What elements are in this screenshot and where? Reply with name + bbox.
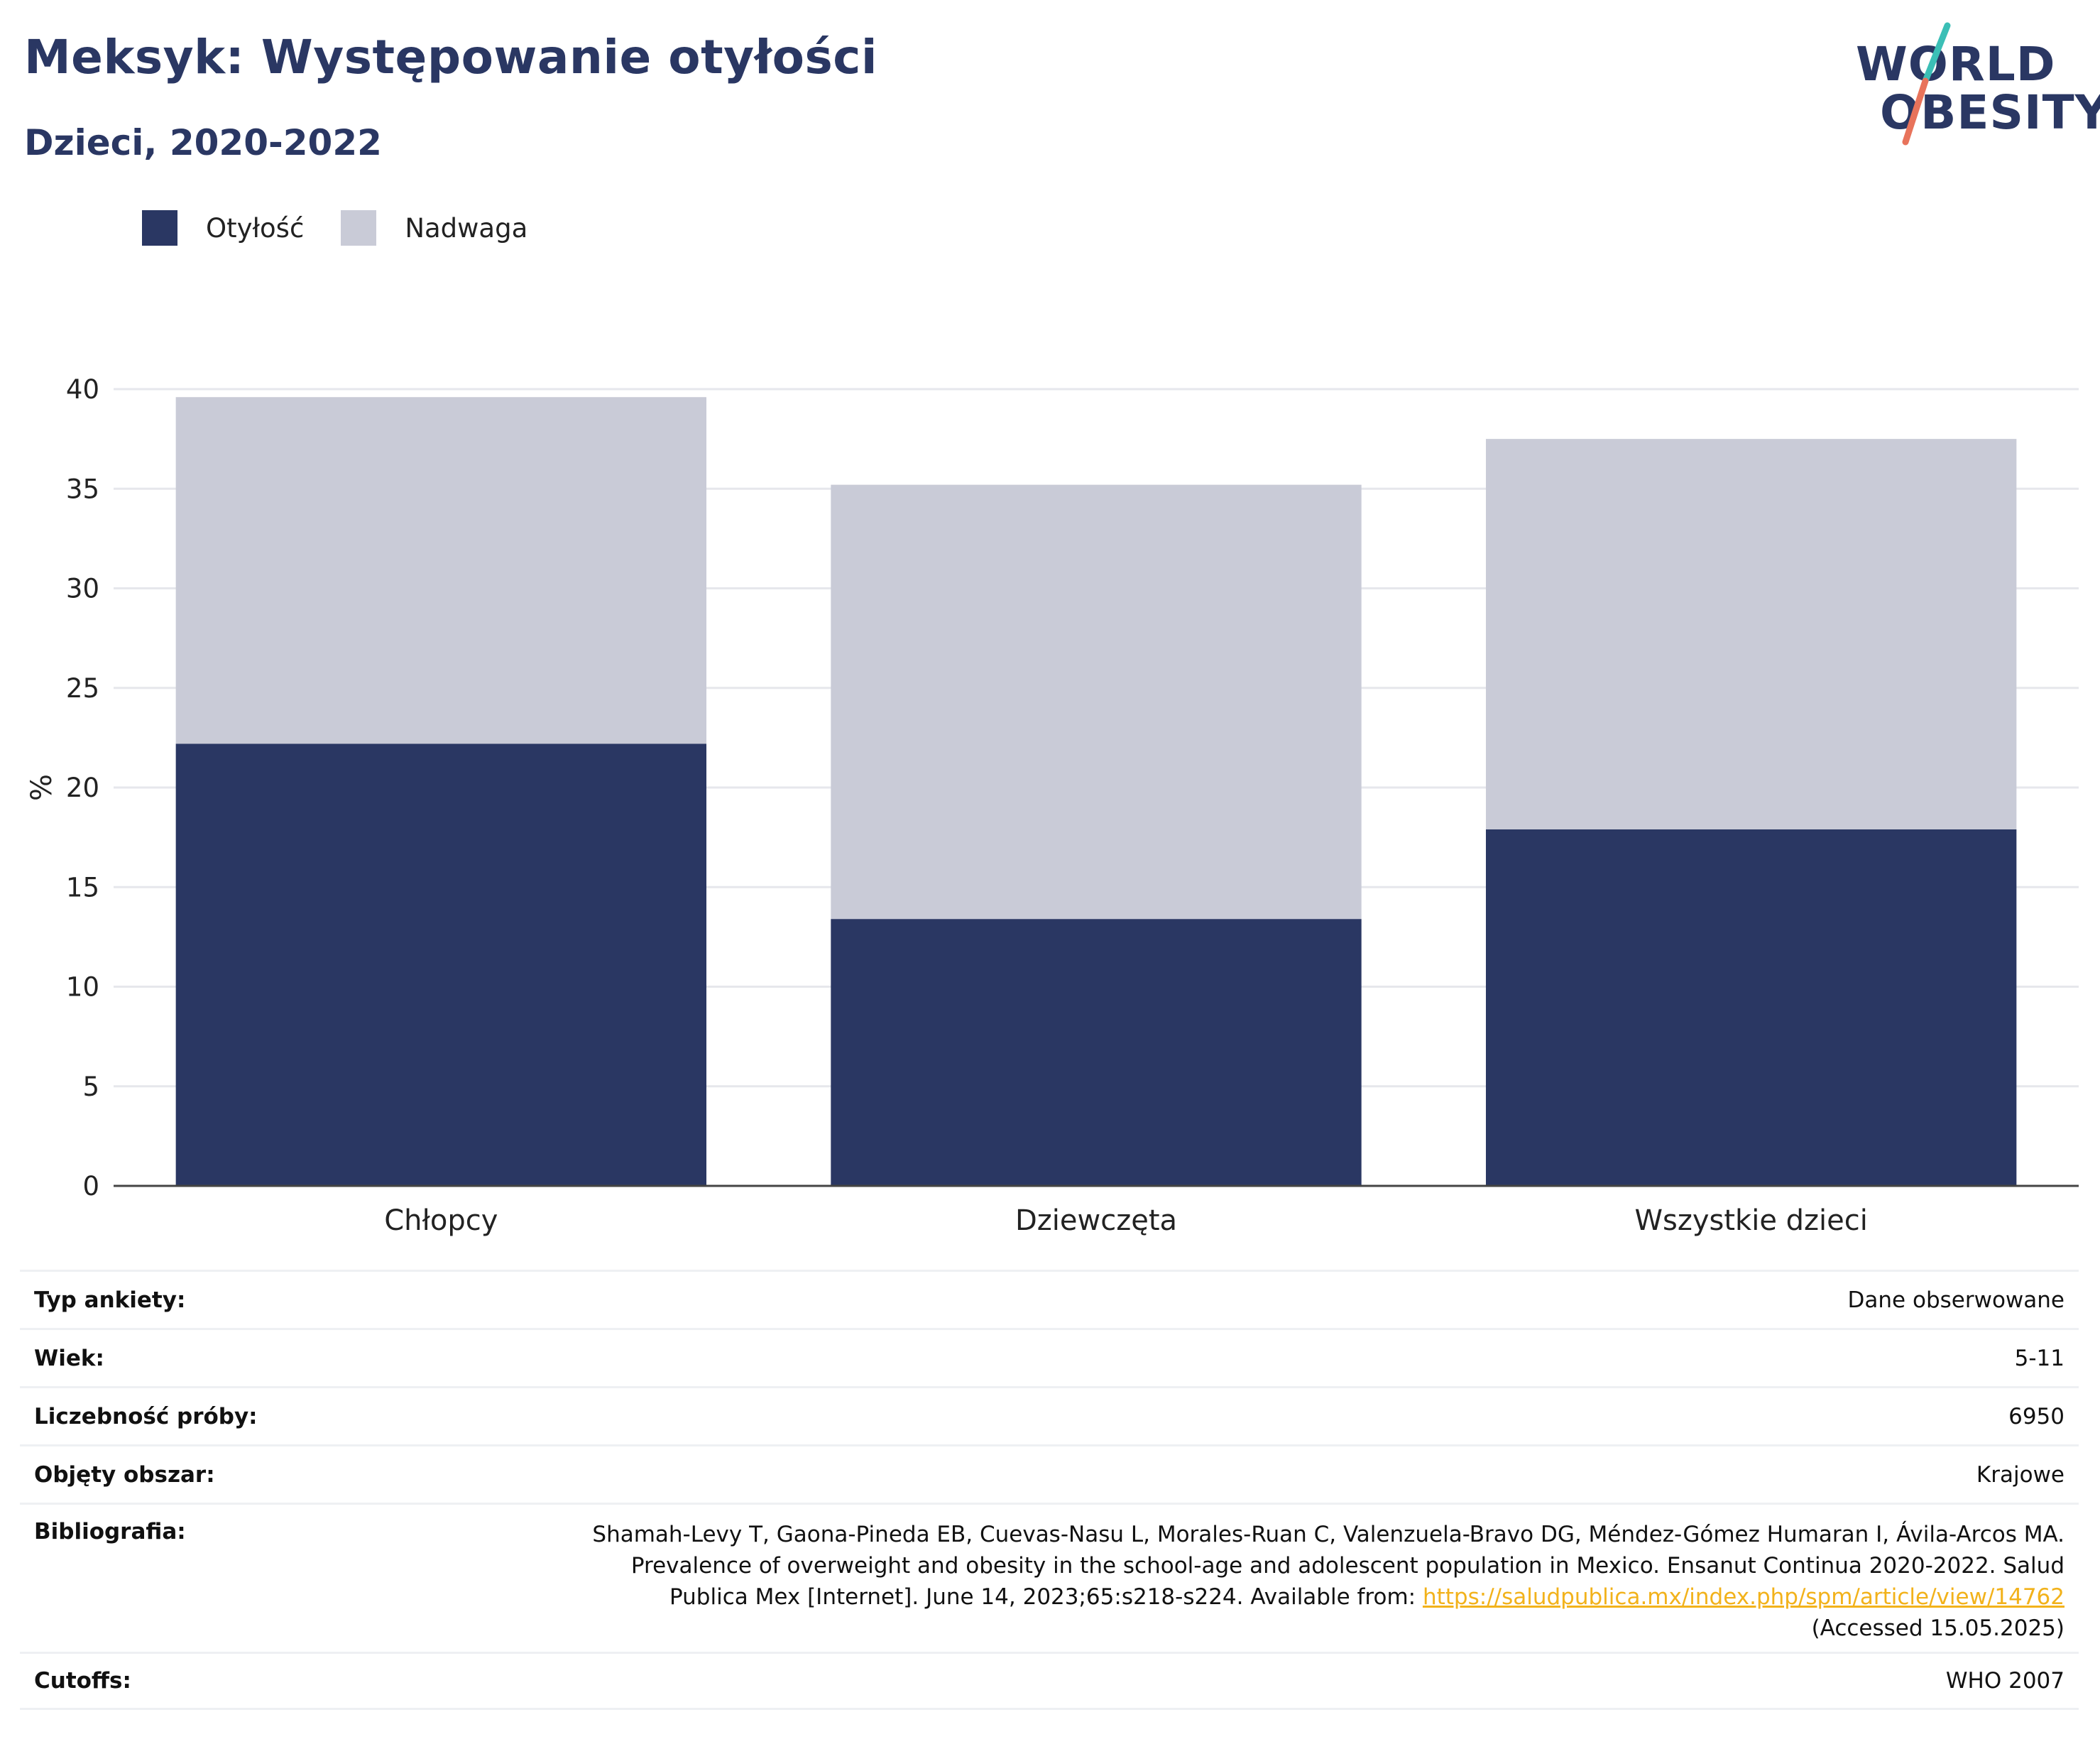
meta-value: Dane obserwowane	[1847, 1287, 2065, 1313]
meta-value: WHO 2007	[1945, 1668, 2065, 1694]
meta-value: 5-11	[2014, 1345, 2065, 1371]
bibliography-accessed: (Accessed 15.05.2025)	[1811, 1615, 2065, 1641]
legend-label-overweight: Nadwaga	[405, 212, 528, 244]
page-subtitle: Dzieci, 2020-2022	[24, 122, 382, 163]
bibliography-citation: Shamah-Levy T, Gaona-Pineda EB, Cuevas-N…	[592, 1522, 2065, 1610]
world-obesity-logo: WORLD OBESITY	[1846, 20, 2100, 148]
meta-row-age: Wiek: 5-11	[20, 1328, 2079, 1386]
meta-label: Wiek:	[34, 1345, 104, 1371]
y-tick-label: 20	[66, 773, 99, 803]
legend-label-obesity: Otyłość	[206, 212, 305, 244]
bar-obesity	[1485, 829, 2017, 1186]
bibliography-link[interactable]: https://saludpublica.mx/index.php/spm/ar…	[1422, 1584, 2065, 1610]
legend-item-obesity: Otyłość	[142, 210, 304, 246]
meta-label: Objęty obszar:	[34, 1461, 215, 1488]
meta-value: Krajowe	[1976, 1461, 2065, 1488]
chart-legend: Otyłość Nadwaga	[142, 210, 564, 246]
bar-obesity	[175, 743, 707, 1186]
legend-item-overweight: Nadwaga	[341, 210, 527, 246]
meta-row-bibliography: Bibliografia: Shamah-Levy T, Gaona-Pined…	[20, 1503, 2079, 1652]
y-tick-label: 10	[66, 972, 99, 1003]
x-tick-label: Dziewczęta	[1015, 1204, 1177, 1237]
page-title: Meksyk: Występowanie otyłości	[24, 30, 878, 85]
y-tick-label: 25	[66, 673, 99, 704]
y-tick-label: 35	[66, 474, 99, 504]
logo-slash-icon	[1902, 22, 1951, 146]
legend-swatch-overweight	[341, 210, 377, 246]
meta-label: Liczebność próby:	[34, 1403, 258, 1429]
bar-chart: 0 5 10 15 20 25 30 35 40% Chłopcy Dziewczęta Wszyst…	[26, 374, 2079, 1237]
meta-label: Cutoffs:	[34, 1668, 131, 1694]
y-tick-label: 5	[82, 1072, 99, 1102]
bar-overweight	[1485, 439, 2017, 829]
bar-overweight	[175, 397, 707, 744]
meta-row-area: Objęty obszar: Krajowe	[20, 1444, 2079, 1503]
bar-overweight	[831, 484, 1362, 920]
meta-label: Bibliografia:	[34, 1519, 186, 1544]
meta-row-sample-size: Liczebność próby: 6950	[20, 1386, 2079, 1444]
y-tick-label: 0	[82, 1171, 99, 1202]
metadata-table: Typ ankiety: Dane obserwowane Wiek: 5-11…	[20, 1270, 2079, 1710]
meta-value: 6950	[2008, 1403, 2065, 1429]
x-tick-label: Chłopcy	[384, 1204, 498, 1237]
y-tick-label: 40	[66, 374, 99, 405]
y-axis-label: %	[26, 774, 58, 801]
meta-row-survey-type: Typ ankiety: Dane obserwowane	[20, 1270, 2079, 1328]
meta-label: Typ ankiety:	[34, 1287, 186, 1313]
y-tick-label: 30	[66, 574, 99, 604]
meta-row-cutoffs: Cutoffs: WHO 2007	[20, 1652, 2079, 1710]
x-tick-label: Wszystkie dzieci	[1634, 1204, 1867, 1237]
bar-obesity	[831, 919, 1362, 1186]
y-tick-label: 15	[66, 872, 99, 903]
bibliography-text: Shamah-Levy T, Gaona-Pineda EB, Cuevas-N…	[588, 1519, 2065, 1644]
logo-line-1: WORLD	[1856, 37, 2056, 92]
legend-swatch-obesity	[142, 210, 177, 246]
